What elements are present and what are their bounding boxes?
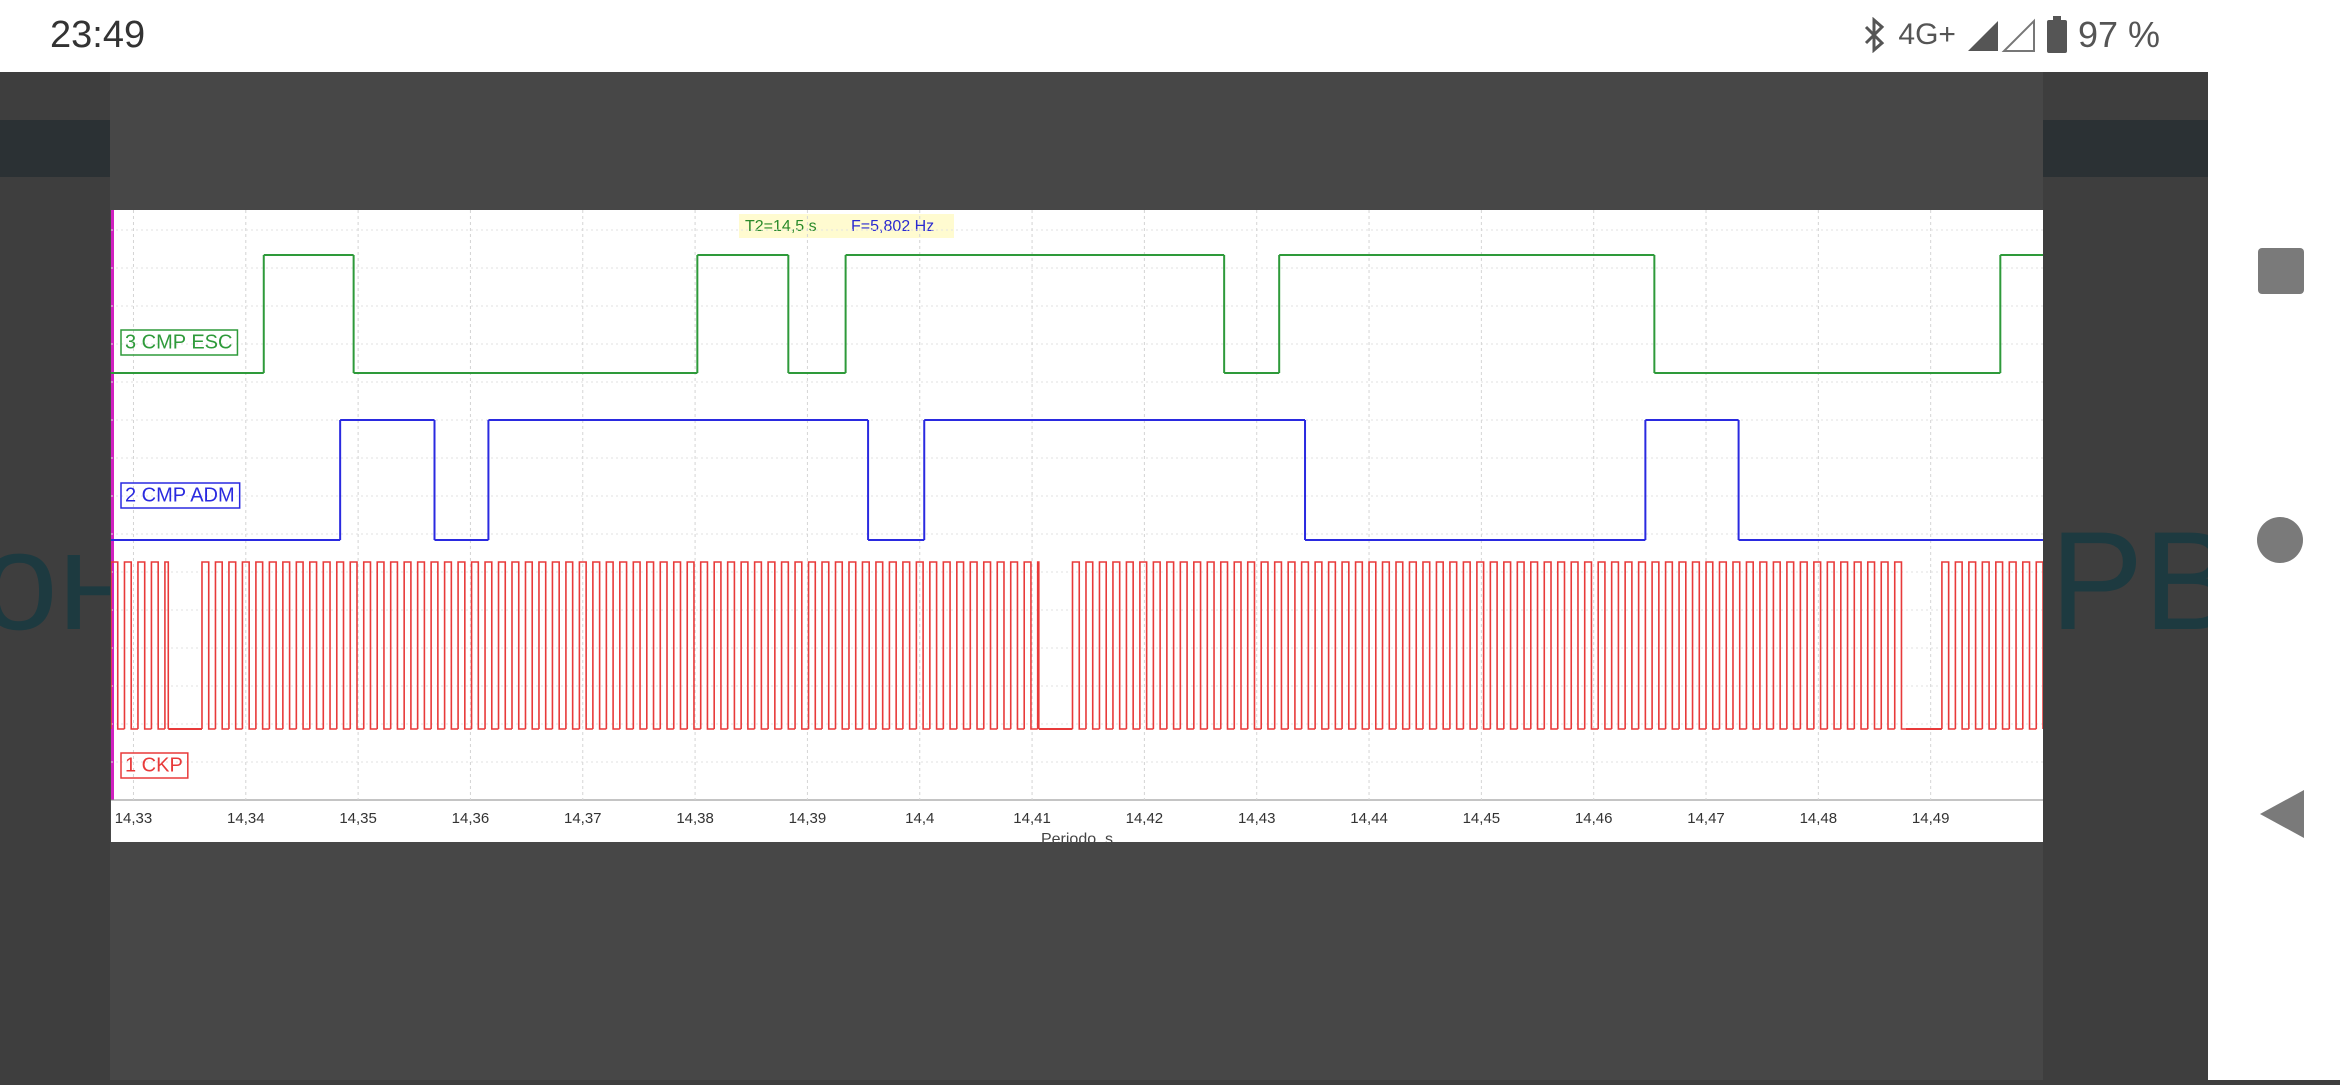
back-button[interactable] — [2260, 790, 2304, 838]
x-tick-label: 14,45 — [1463, 810, 1501, 827]
annotation: F=5,802 Hz — [851, 218, 934, 235]
nav-icons — [2257, 248, 2304, 838]
home-button[interactable] — [2257, 517, 2303, 563]
annotation-box — [739, 214, 954, 238]
x-tick-label: 14,33 — [115, 810, 153, 827]
oscilloscope-image: T2=14,5 s F=5,802 Hz Periodo, s 14,33 14,… — [111, 210, 2043, 842]
channel-label-box — [120, 752, 189, 779]
battery-level: 97 % — [2077, 14, 2160, 55]
channel-label: 3 CMP ESC — [125, 331, 232, 353]
x-tick-label: 14,47 — [1687, 810, 1725, 827]
chart: T2=14,5 s F=5,802 Hz Periodo, s 14,33 14,… — [111, 210, 2043, 842]
signal-teeth — [201, 561, 1040, 730]
status-icons: 4G+ 97 % — [1862, 14, 2160, 56]
signal-icon — [1967, 18, 2035, 52]
recents-button[interactable] — [2258, 248, 2304, 294]
x-tick-label: 14,38 — [676, 810, 714, 827]
bluetooth-icon — [1865, 17, 1885, 53]
network-type: 4G+ — [1898, 18, 1956, 51]
x-tick-label: 14,4 — [905, 810, 934, 827]
clock: 23:49 — [50, 14, 146, 56]
x-tick-label: 14,46 — [1575, 810, 1613, 827]
x-tick-label: 14,44 — [1350, 810, 1388, 827]
x-tick-label: 14,48 — [1800, 810, 1838, 827]
x-axis-label: Periodo, s — [1041, 831, 1113, 842]
annotation: T2=14,5 s — [745, 218, 817, 235]
channel-label-box — [120, 329, 239, 356]
x-tick-label: 14,34 — [227, 810, 265, 827]
x-tick-label: 14,37 — [564, 810, 602, 827]
x-tick-label: 14,42 — [1126, 810, 1164, 827]
x-tick-label: 14,49 — [1912, 810, 1950, 827]
x-tick-label: 14,36 — [452, 810, 490, 827]
signal-teeth — [1941, 561, 2043, 730]
channel-label-box — [120, 482, 241, 509]
channel-label: 2 CMP ADM — [125, 484, 235, 506]
x-tick-label: 14,39 — [789, 810, 827, 827]
x-tick-label: 14,41 — [1013, 810, 1051, 827]
x-tick-label: 14,35 — [339, 810, 377, 827]
navigation-bar — [2208, 0, 2340, 1080]
signal-teeth — [111, 561, 170, 730]
x-tick-label: 14,43 — [1238, 810, 1276, 827]
battery-icon — [2046, 16, 2067, 53]
signal-teeth — [1071, 561, 1906, 730]
channel-label: 1 CKP — [125, 754, 183, 776]
status-bar: 23:49 4G+ 97 % — [0, 0, 2208, 72]
